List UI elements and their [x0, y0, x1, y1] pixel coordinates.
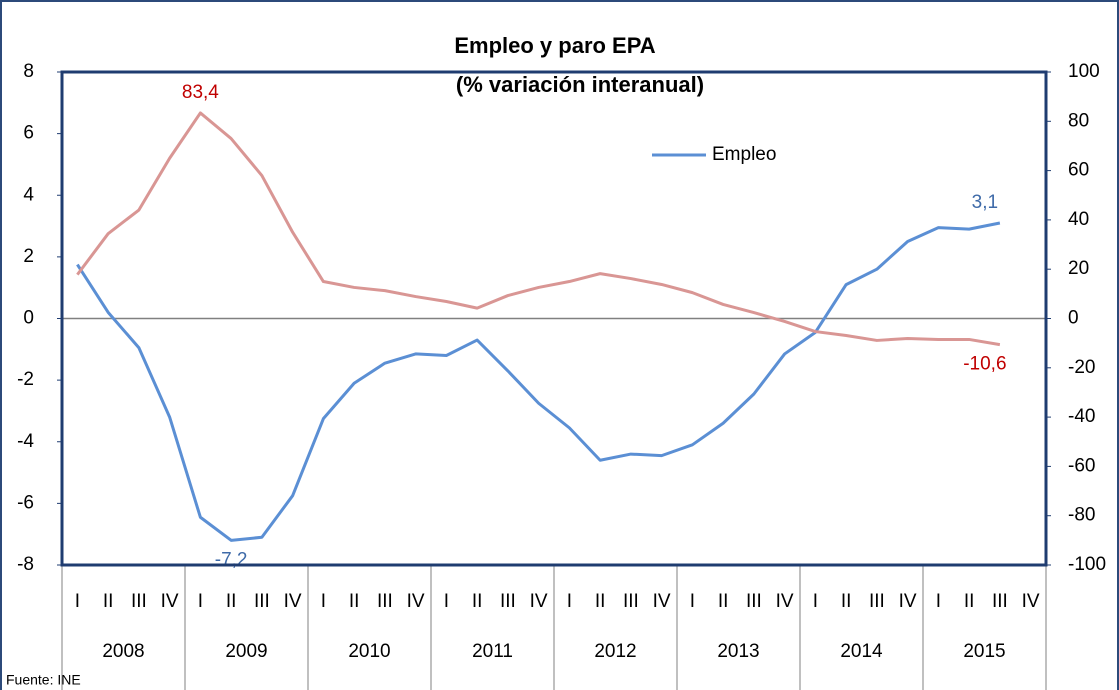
y-tick-label: -4: [17, 431, 34, 452]
x-tick-label: III: [869, 591, 885, 612]
data-label: 3,1: [972, 192, 998, 213]
x-tick-label: III: [500, 591, 516, 612]
y2-tick-label: 40: [1068, 209, 1089, 230]
series-line: [76, 221, 1001, 542]
x-group-label: 2008: [102, 641, 144, 662]
x-tick-label: I: [567, 591, 572, 612]
y-tick-label: 0: [23, 308, 34, 329]
x-group-label: 2015: [963, 641, 1005, 662]
y2-tick-label: -40: [1068, 406, 1095, 427]
y2-tick-label: 80: [1068, 110, 1089, 131]
y-tick-label: -2: [17, 369, 34, 390]
x-tick-label: III: [131, 591, 147, 612]
y2-tick-label: 60: [1068, 160, 1089, 181]
x-tick-label: IV: [653, 591, 671, 612]
x-tick-label: III: [992, 591, 1008, 612]
plot-border: [60, 70, 1048, 567]
x-tick-label: IV: [530, 591, 548, 612]
x-tick-label: II: [472, 591, 483, 612]
chart-subtitle: (% variación interanual): [456, 72, 704, 97]
y2-tick-label: -20: [1068, 357, 1095, 378]
x-tick-label: I: [444, 591, 449, 612]
y2-tick-label: 0: [1068, 308, 1079, 329]
y-tick-label: -8: [17, 554, 34, 575]
legend-label: Empleo: [712, 144, 776, 165]
y2-tick-label: -80: [1068, 505, 1095, 526]
x-tick-label: IV: [899, 591, 917, 612]
x-tick-label: II: [349, 591, 360, 612]
x-group-label: 2010: [348, 641, 390, 662]
x-group-label: 2009: [225, 641, 267, 662]
x-tick-label: IV: [407, 591, 425, 612]
x-tick-label: I: [813, 591, 818, 612]
y2-tick-label: 100: [1068, 61, 1100, 82]
y-tick-label: 4: [23, 184, 34, 205]
y-tick-label: 6: [23, 123, 34, 144]
data-label: -7,2: [215, 549, 248, 570]
x-tick-label: II: [226, 591, 237, 612]
y-tick-label: 8: [23, 61, 34, 82]
x-tick-label: II: [964, 591, 975, 612]
x-tick-label: I: [690, 591, 695, 612]
x-tick-label: III: [746, 591, 762, 612]
x-tick-label: IV: [284, 591, 302, 612]
y2-tick-label: -60: [1068, 455, 1095, 476]
x-tick-label: II: [595, 591, 606, 612]
data-label: 83,4: [182, 82, 219, 103]
y-tick-label: -6: [17, 492, 34, 513]
x-tick-label: I: [321, 591, 326, 612]
series-line: [76, 111, 1001, 347]
x-group-label: 2014: [840, 641, 883, 662]
y-tick-label: 2: [23, 246, 34, 267]
x-tick-label: II: [718, 591, 729, 612]
x-group-label: 2013: [717, 641, 759, 662]
x-tick-label: III: [377, 591, 393, 612]
x-tick-label: III: [254, 591, 270, 612]
x-tick-label: II: [103, 591, 114, 612]
x-group-label: 2012: [594, 641, 636, 662]
y2-tick-label: 20: [1068, 258, 1089, 279]
x-tick-label: IV: [1022, 591, 1040, 612]
x-tick-label: III: [623, 591, 639, 612]
chart-title: Empleo y paro EPA: [454, 33, 655, 58]
x-group-label: 2011: [472, 641, 513, 662]
y2-tick-label: -100: [1068, 554, 1106, 575]
x-tick-label: IV: [776, 591, 794, 612]
data-label: -10,6: [963, 354, 1006, 375]
source: Fuente: INE: [6, 672, 81, 688]
x-tick-label: IV: [161, 591, 179, 612]
x-tick-label: II: [841, 591, 852, 612]
x-tick-label: I: [198, 591, 203, 612]
x-tick-label: I: [75, 591, 80, 612]
x-tick-label: I: [936, 591, 941, 612]
